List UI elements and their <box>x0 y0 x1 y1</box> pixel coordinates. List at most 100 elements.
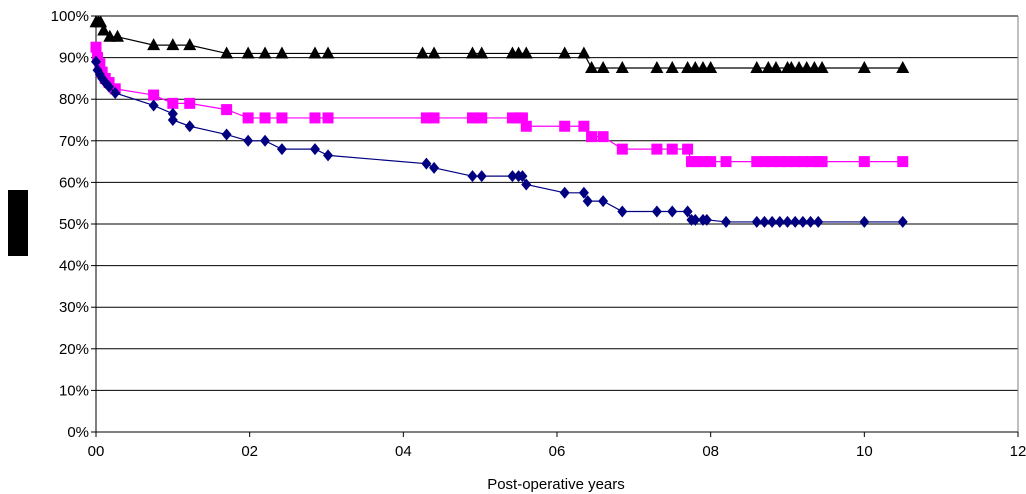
y-tick-label: 10% <box>59 382 89 399</box>
data-point-diamond <box>797 215 808 228</box>
data-point-triangle <box>465 46 479 59</box>
data-point-square <box>797 156 809 168</box>
data-point-diamond <box>598 195 609 208</box>
y-tick-label: 0% <box>67 424 89 441</box>
data-point-diamond <box>559 186 570 199</box>
y-tick-label: 80% <box>59 91 89 108</box>
data-point-diamond <box>897 215 908 228</box>
data-point-diamond <box>507 170 518 183</box>
data-point-square <box>616 143 628 155</box>
data-point-square <box>816 156 828 168</box>
series-triangle <box>89 15 910 73</box>
data-point-square <box>705 156 717 168</box>
data-point-diamond <box>521 178 532 191</box>
series-square <box>90 41 909 168</box>
x-axis-ticks: 00 02 04 06 08 10 12 <box>88 432 1026 460</box>
data-point-diamond <box>721 215 732 228</box>
data-point-diamond <box>651 205 662 218</box>
data-point-diamond <box>429 161 440 174</box>
data-point-diamond <box>221 128 232 141</box>
data-point-diamond <box>617 205 628 218</box>
data-point-diamond <box>467 170 478 183</box>
data-point-triangle <box>577 46 591 59</box>
data-point-diamond <box>184 120 195 133</box>
data-point-triangle <box>220 46 234 59</box>
data-point-square <box>259 112 271 124</box>
data-point-square <box>697 156 709 168</box>
data-point-square <box>309 112 321 124</box>
data-point-square <box>774 156 786 168</box>
series-line <box>96 21 903 69</box>
data-point-diamond <box>682 205 693 218</box>
data-point-diamond <box>767 215 778 228</box>
data-point-triangle <box>558 46 572 59</box>
y-tick-label: 20% <box>59 341 89 358</box>
data-point-diamond <box>667 205 678 218</box>
data-point-triangle <box>183 38 197 51</box>
data-point-diamond <box>759 215 770 228</box>
data-point-square <box>242 112 254 124</box>
data-point-diamond <box>578 186 589 199</box>
x-tick-label: 00 <box>88 443 105 460</box>
data-point-diamond <box>701 213 712 226</box>
data-point-triangle <box>427 46 441 59</box>
series-layer <box>89 15 910 228</box>
data-point-diamond <box>751 215 762 228</box>
data-point-triangle <box>750 61 764 73</box>
data-point-triangle <box>241 46 255 59</box>
series-diamond <box>91 55 908 228</box>
data-point-square <box>682 143 694 155</box>
series-line <box>95 61 903 223</box>
y-tick-label: 40% <box>59 258 89 275</box>
data-point-triangle <box>275 46 289 59</box>
data-point-square <box>858 156 870 168</box>
y-tick-label: 50% <box>59 216 89 233</box>
x-tick-label: 06 <box>549 443 566 460</box>
y-axis-ticks: 0% 10% 20% 30% 40% 50% 60% 70% 80% 90% 100% <box>51 8 96 441</box>
data-point-triangle <box>519 46 533 59</box>
data-point-square <box>720 156 732 168</box>
data-point-diamond <box>148 99 159 112</box>
data-point-diamond <box>167 114 178 126</box>
data-point-square <box>586 131 598 143</box>
redacted-y-axis-label <box>8 190 28 256</box>
data-point-triangle <box>97 23 111 36</box>
data-point-triangle <box>111 29 125 42</box>
data-point-triangle <box>308 46 322 59</box>
data-point-square <box>476 112 488 124</box>
data-point-triangle <box>896 61 910 73</box>
data-point-diamond <box>276 143 287 156</box>
data-point-diamond <box>690 213 701 226</box>
data-point-diamond <box>260 134 271 147</box>
x-tick-label: 02 <box>241 443 258 460</box>
data-point-diamond <box>421 157 432 170</box>
data-point-square <box>597 131 609 143</box>
data-point-square <box>897 156 909 168</box>
data-point-triangle <box>857 61 871 73</box>
data-point-triangle <box>769 61 783 73</box>
data-point-diamond <box>782 215 793 228</box>
y-tick-label: 100% <box>51 8 89 25</box>
data-point-square <box>520 120 532 132</box>
data-point-triangle <box>147 38 161 51</box>
data-point-triangle <box>815 61 829 73</box>
data-point-diamond <box>517 170 528 183</box>
data-point-square <box>420 112 432 124</box>
data-point-square <box>506 112 518 124</box>
data-point-diamond <box>476 170 487 183</box>
y-tick-label: 70% <box>59 133 89 150</box>
data-point-square <box>805 156 817 168</box>
data-point-square <box>221 104 233 116</box>
data-point-square <box>92 52 104 64</box>
data-point-square <box>789 156 801 168</box>
series-line <box>95 47 903 163</box>
data-point-diamond <box>309 143 320 156</box>
data-point-square <box>516 112 528 124</box>
data-point-diamond <box>110 86 121 99</box>
data-point-square <box>94 58 106 70</box>
data-point-diamond <box>167 107 178 120</box>
data-point-square <box>782 156 793 168</box>
data-point-triangle <box>321 46 335 59</box>
y-tick-label: 60% <box>59 174 89 191</box>
data-point-triangle <box>650 61 664 73</box>
